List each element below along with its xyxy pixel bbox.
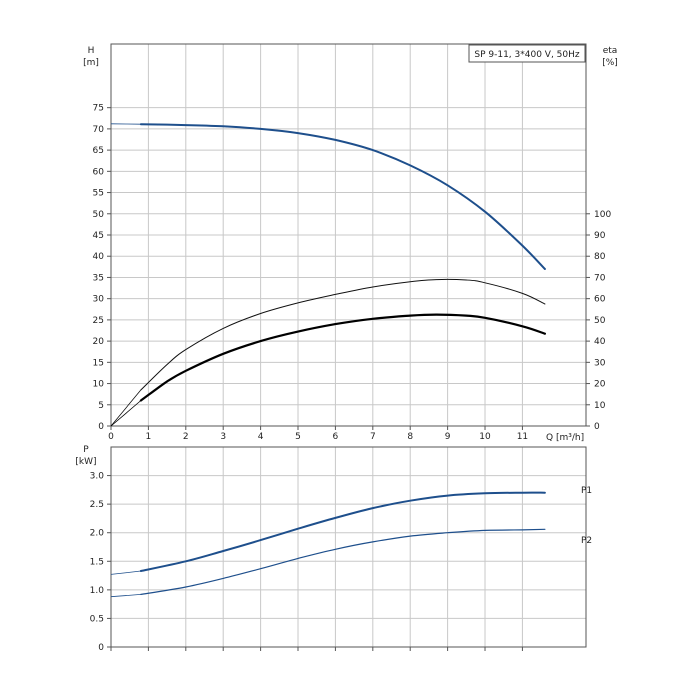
y-tick-label: 15 — [93, 358, 104, 368]
eta-tick-label: 30 — [594, 358, 606, 368]
p2-extended-curve — [110, 594, 141, 598]
y-tick-label: 1.5 — [90, 557, 104, 567]
y-tick-label: 0.5 — [90, 614, 104, 624]
y-tick-label: 0 — [98, 422, 104, 432]
eta-tick-label: 80 — [594, 252, 606, 262]
eta-tick-label: 20 — [594, 380, 606, 390]
power-axis-label: P — [83, 445, 89, 455]
x-tick-label: 8 — [407, 432, 413, 442]
p1-extended-curve — [110, 570, 141, 575]
eta-tick-label: 60 — [594, 295, 606, 305]
efficiency-hydraulic-curve — [139, 313, 546, 402]
eta-axis-label: eta — [603, 46, 618, 56]
eta-axis-unit: [%] — [602, 58, 618, 68]
y-tick-label: 30 — [93, 295, 105, 305]
power-series — [110, 491, 546, 598]
y-tick-label: 2.5 — [90, 500, 104, 510]
head-efficiency-series — [110, 123, 546, 427]
eta-tick-label: 0 — [594, 422, 600, 432]
x-tick-label: 11 — [517, 432, 528, 442]
power-axes: 0 0.5 1.0 1.5 2.0 2.5 3.0 — [90, 472, 523, 653]
power-chart: 0 0.5 1.0 1.5 2.0 2.5 3.0 P [kW] P1 P2 — [75, 445, 592, 653]
head-curve — [139, 123, 546, 270]
y-tick-label: 3.0 — [90, 472, 105, 482]
power-plot-frame — [110, 446, 587, 648]
y-tick-label: 70 — [93, 125, 105, 135]
y-tick-label: 50 — [93, 210, 105, 220]
x-tick-label: 9 — [445, 432, 451, 442]
y-tick-label: 2.0 — [90, 529, 105, 539]
head-axis-label: H — [88, 46, 95, 56]
y-tick-label: 5 — [98, 401, 104, 411]
eta-tick-label: 40 — [594, 337, 606, 347]
eta-tick-label: 90 — [594, 231, 606, 241]
efficiency-overall-curve — [140, 278, 546, 391]
x-tick-label: 3 — [220, 432, 226, 442]
x-tick-label: 10 — [479, 432, 491, 442]
eta-tick-label: 10 — [594, 401, 606, 411]
head-efficiency-chart: 0 1 2 3 4 5 6 7 8 9 10 1105101520253035404550556065… — [83, 43, 618, 443]
x-tick-label: 6 — [333, 432, 339, 442]
y-tick-label: 25 — [93, 316, 104, 326]
y-tick-label: 65 — [93, 146, 104, 156]
flow-axis-label: Q [m³/h] — [546, 433, 584, 443]
y-tick-label: 35 — [93, 273, 104, 283]
y-tick-label: 20 — [93, 337, 105, 347]
y-tick-label: 40 — [93, 252, 105, 262]
p2-curve — [140, 528, 546, 595]
efficiency-hydraulic-extended-curve — [110, 400, 142, 427]
power-axis-unit: [kW] — [75, 457, 96, 467]
head-efficiency-axes: 0 1 2 3 4 5 6 7 8 9 10 1105101520253035404550556065… — [93, 104, 612, 442]
head-axis-unit: [m] — [83, 58, 99, 68]
efficiency-overall-extended-curve — [110, 389, 142, 427]
legend-p1: P1 — [581, 486, 592, 496]
x-tick-label: 4 — [258, 432, 264, 442]
eta-tick-label: 100 — [594, 210, 611, 220]
y-tick-label: 75 — [93, 104, 104, 114]
legend-p2: P2 — [581, 536, 592, 546]
chart-title-box: SP 9-11, 3*400 V, 50Hz — [468, 44, 586, 63]
chart-title: SP 9-11, 3*400 V, 50Hz — [474, 50, 580, 60]
x-tick-label: 1 — [146, 432, 152, 442]
y-tick-label: 60 — [93, 167, 105, 177]
p1-curve — [139, 491, 546, 572]
y-tick-label: 1.0 — [90, 586, 105, 596]
y-tick-label: 10 — [93, 380, 105, 390]
x-tick-label: 2 — [183, 432, 189, 442]
power-grid — [111, 447, 586, 647]
eta-tick-label: 50 — [594, 316, 606, 326]
eta-tick-label: 70 — [594, 273, 606, 283]
x-tick-label: 5 — [295, 432, 301, 442]
x-tick-label: 0 — [108, 432, 114, 442]
y-tick-label: 0 — [98, 643, 104, 653]
head-efficiency-grid — [111, 44, 586, 426]
x-tick-label: 7 — [370, 432, 376, 442]
y-tick-label: 45 — [93, 231, 104, 241]
y-tick-label: 55 — [93, 189, 104, 199]
